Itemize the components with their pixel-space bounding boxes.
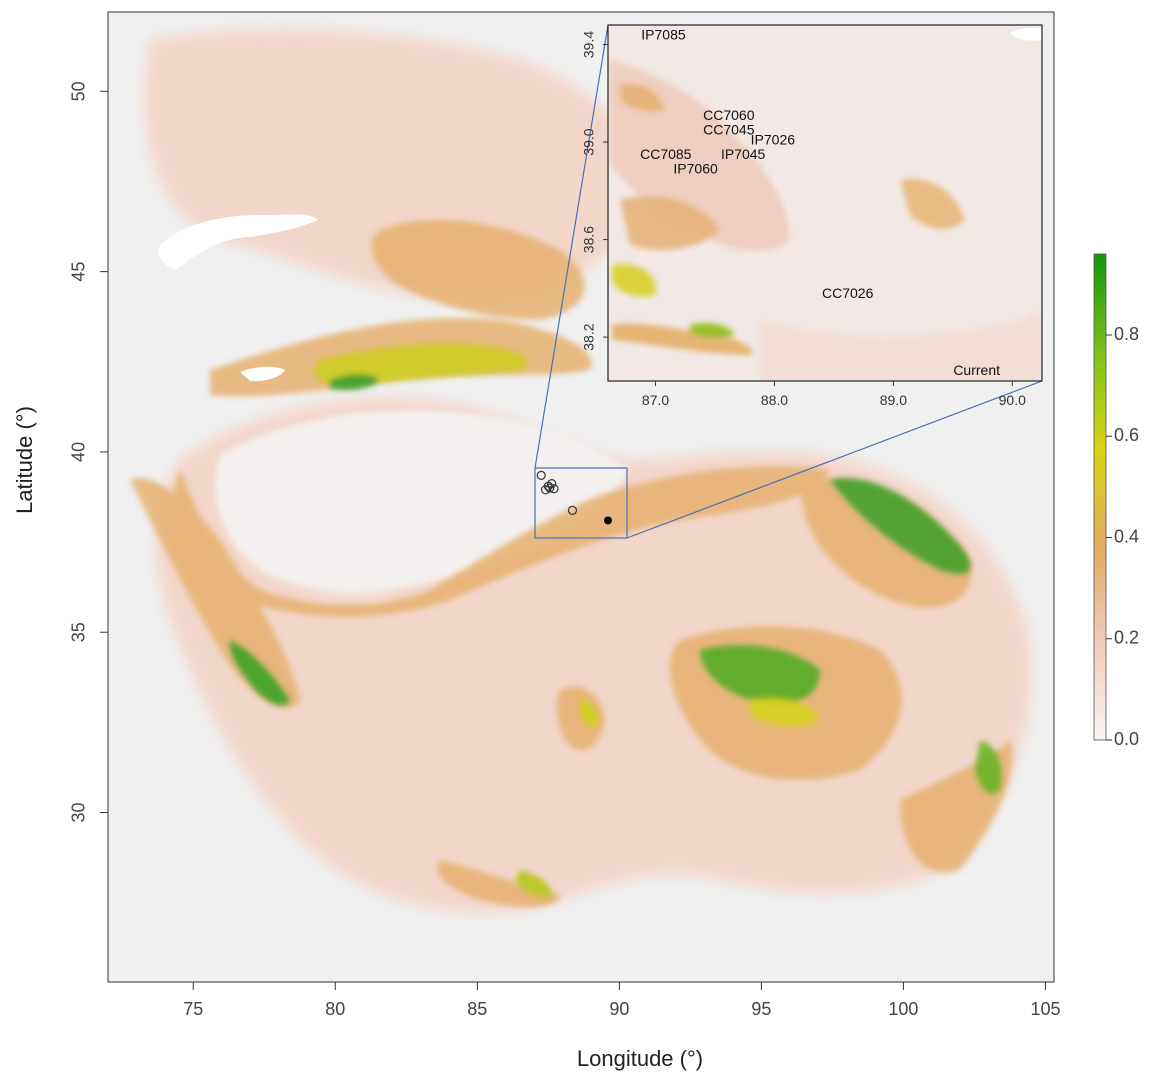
y-tick-label: 40 (69, 442, 89, 462)
inset-sample-label: CC7026 (822, 285, 874, 301)
suitability-raster-high (229, 343, 1002, 898)
inset-x-tick-label: 87.0 (642, 392, 669, 408)
inset-y-tick-label: 39.0 (581, 128, 597, 155)
occurrence-point-open (536, 470, 546, 480)
inset-y-axis: 38.2 38.6 39.0 39.4 (581, 31, 608, 351)
legend-ticks: 0.0 0.2 0.4 0.6 0.8 (1106, 324, 1139, 749)
occurrence-point-filled (603, 516, 612, 525)
inset-sample-label: IP7045 (721, 146, 766, 162)
inset-y-tick-label: 38.6 (581, 226, 597, 253)
inset-x-tick-label: 88.0 (761, 392, 788, 408)
x-tick-label: 100 (888, 999, 918, 1019)
occurrence-points-main (536, 470, 612, 525)
inset-y-tick-label: 39.4 (581, 31, 597, 58)
inset-sample-label: IP7026 (751, 131, 796, 147)
y-tick-label: 30 (69, 803, 89, 823)
inset-sample-label: IP7085 (641, 27, 686, 43)
suitability-color-legend: 0.0 0.2 0.4 0.6 0.8 (1093, 253, 1139, 749)
inset-frame (607, 24, 1043, 382)
occurrence-point-open (567, 505, 578, 515)
inset-sample-label: CC7060 (703, 107, 755, 123)
occurrence-point-open (549, 484, 559, 494)
legend-tick-label: 0.8 (1114, 324, 1139, 344)
suitability-raster-mid (130, 219, 1012, 907)
y-tick-label: 35 (69, 622, 89, 642)
inset-y-tick-label: 38.2 (581, 323, 597, 350)
y-tick-label: 45 (69, 262, 89, 282)
inset-sample-label: CC7085 (640, 146, 692, 162)
legend-tick-label: 0.2 (1114, 628, 1139, 648)
x-tick-label: 80 (325, 999, 345, 1019)
x-tick-label: 85 (467, 999, 487, 1019)
inset-sample-label: IP7060 (673, 161, 718, 177)
inset-connector-lines (534, 24, 1043, 539)
latitude-axis: 30 35 40 45 50 (69, 81, 108, 823)
y-tick-label: 50 (69, 81, 89, 101)
occurrence-point-open (545, 483, 555, 493)
x-tick-label: 105 (1030, 999, 1060, 1019)
longitude-axis: 75 80 85 90 95 100 105 (183, 982, 1061, 1019)
legend-color-bar (1093, 253, 1107, 741)
masked-water-areas (158, 214, 318, 382)
y-axis-title: Latitude (°) (12, 406, 37, 514)
inset-extent-box (534, 467, 628, 539)
occurrence-point-open (547, 479, 557, 489)
inset-x-tick-label: 90.0 (999, 392, 1026, 408)
x-axis-title: Longitude (°) (577, 1046, 703, 1071)
main-map-frame (107, 11, 1055, 983)
x-tick-label: 95 (751, 999, 771, 1019)
x-tick-label: 75 (183, 999, 203, 1019)
scenario-label: Current (953, 362, 1000, 378)
legend-tick-label: 0.6 (1114, 425, 1139, 445)
legend-tick-label: 0.4 (1114, 526, 1139, 546)
inset-water-area (1010, 28, 1042, 41)
inset-sample-label: CC7045 (703, 122, 755, 138)
x-tick-label: 90 (609, 999, 629, 1019)
inset-x-axis: 87.0 88.0 89.0 90.0 (642, 381, 1026, 408)
inset-x-tick-label: 89.0 (880, 392, 907, 408)
legend-tick-label: 0.0 (1114, 729, 1139, 749)
inset-raster (608, 60, 1042, 381)
